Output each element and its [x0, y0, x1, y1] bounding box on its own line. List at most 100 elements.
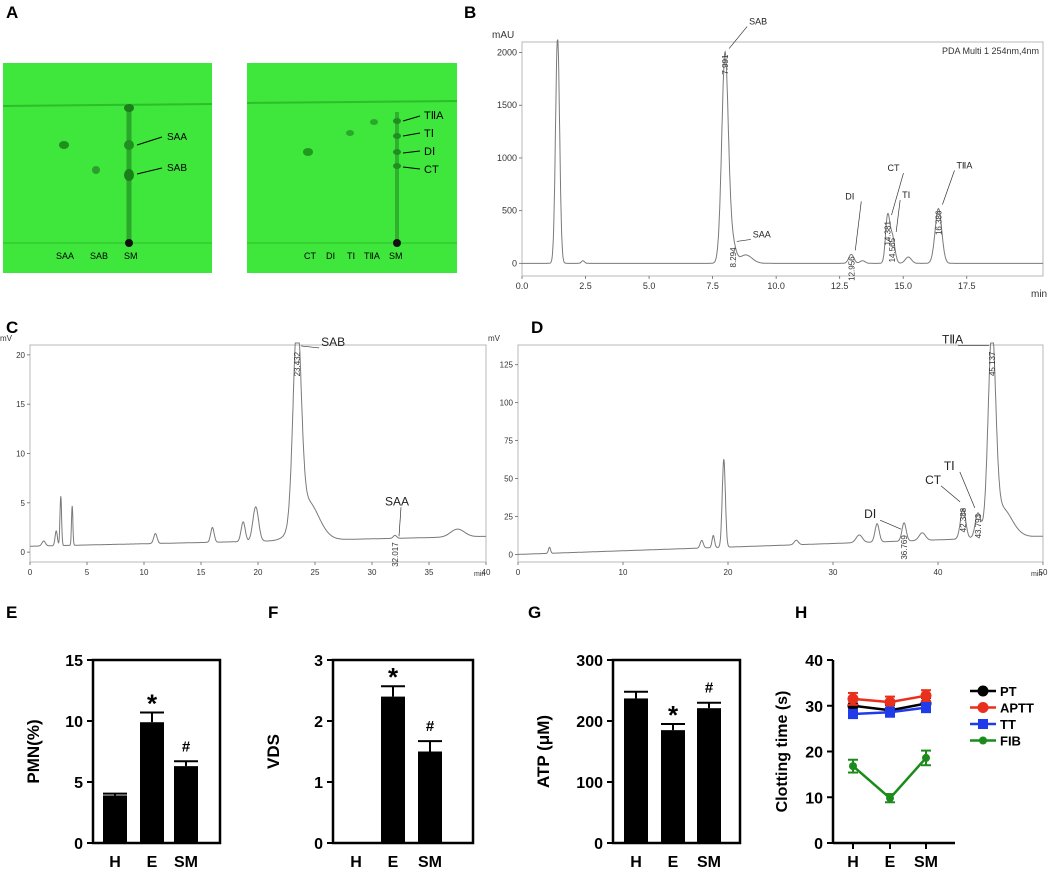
lane-label: TⅠ: [347, 251, 355, 261]
bar: [174, 766, 198, 843]
panel-label-h: H: [795, 603, 808, 622]
significance-star: *: [147, 688, 158, 718]
tlc-spot: [303, 148, 313, 156]
bar: [624, 698, 648, 843]
chromatogram-trace: [30, 342, 486, 547]
peak-retention-time: 7.991: [721, 54, 730, 75]
y-axis-title: Clotting time (s): [774, 691, 791, 813]
peak-retention-time: 14.565: [888, 237, 897, 262]
tlc-spot: [59, 141, 69, 149]
x-axis-title: min: [474, 571, 485, 578]
y-tick-label: 300: [576, 653, 603, 670]
y-tick-label: 500: [502, 206, 517, 216]
spot-label-sab: SAB: [167, 163, 187, 174]
legend-marker: [977, 702, 989, 713]
y-tick-label: 3: [314, 653, 323, 670]
bar: [381, 696, 405, 843]
bar-chart-pmn: 0 5 10 15 PMN(%) H E * SM #: [24, 653, 222, 871]
y-tick-label: 0: [21, 548, 26, 557]
x-tick-label: E: [668, 854, 679, 871]
panel-label-c: C: [6, 318, 19, 337]
data-point: [848, 708, 858, 719]
spot-label: TⅡA: [424, 110, 444, 122]
y-tick-label: 30: [805, 699, 823, 716]
lane-label: CT: [304, 251, 316, 261]
solvent-front-right: [246, 100, 458, 104]
y-tick-label: 10: [805, 790, 823, 807]
peak-leader-line: [301, 345, 320, 349]
lane-label: DⅠ: [326, 251, 335, 261]
data-point: [849, 762, 857, 771]
y-tick-label: 1: [314, 775, 323, 792]
tlc-spot: [393, 133, 401, 139]
bar: [661, 730, 685, 843]
bar: [418, 751, 442, 843]
x-tick-label: H: [109, 854, 121, 871]
bar: [103, 795, 127, 843]
peak-name-label: CT: [925, 473, 942, 487]
x-tick-label: 0: [28, 568, 33, 577]
callout-line: [136, 167, 163, 175]
peak-name-label: SAA: [385, 494, 409, 508]
significance-star: *: [668, 700, 679, 730]
significance-hash: #: [705, 680, 714, 697]
peak-leader-line: [891, 172, 904, 216]
y-tick-label: 125: [500, 361, 514, 370]
x-tick-label: 40: [482, 568, 491, 577]
y-tick-label: 5: [21, 499, 26, 508]
x-tick-label: 12.5: [831, 281, 849, 291]
callout-line: [402, 115, 421, 122]
x-tick-label: 25: [311, 568, 320, 577]
panel-label-e: E: [6, 603, 18, 622]
x-tick-label: 2.5: [579, 281, 592, 291]
legend-label-aptt: APTT: [1000, 701, 1034, 716]
peak-name-label: SAB: [749, 17, 767, 27]
chromatogram-trace: [518, 342, 1043, 555]
spot-label: TⅠ: [424, 128, 434, 140]
data-point: [922, 753, 930, 762]
data-point: [847, 693, 859, 705]
solvent-front-left: [2, 103, 213, 107]
tlc-spot: [393, 239, 401, 247]
spot-label: CT: [424, 164, 439, 176]
y-tick-label: 5: [74, 775, 83, 792]
peak-leader-line: [736, 239, 751, 242]
y-tick-label: 0: [594, 836, 603, 853]
significance-star: *: [388, 662, 399, 692]
tlc-spot: [393, 118, 401, 124]
chromatogram-b: 0 500 1000 1500 2000 0.0 2.5 5.0 7.5 10.0 12.5 15.0…: [492, 17, 1047, 300]
tlc-spot: [124, 140, 134, 150]
y-tick-label: 15: [65, 653, 83, 670]
x-tick-label: 30: [368, 568, 377, 577]
chromatogram-trace: [522, 39, 1043, 264]
x-tick-label: 15: [197, 568, 206, 577]
callout-line: [402, 166, 421, 170]
peak-name-label: TⅡA: [942, 333, 963, 347]
x-tick-label: SM: [914, 854, 938, 871]
tlc-spot: [346, 130, 354, 136]
x-tick-label: 20: [254, 568, 263, 577]
peak-leader-line: [940, 485, 961, 503]
x-tick-label: 35: [425, 568, 434, 577]
x-tick-label: 7.5: [706, 281, 719, 291]
lane-label: SM: [389, 251, 403, 261]
significance-hash: #: [182, 738, 191, 755]
peak-name-label: DⅠ: [845, 191, 854, 201]
peak-retention-time: 16.386: [934, 210, 943, 235]
y-tick-label: 50: [504, 475, 513, 484]
x-tick-label: 5.0: [643, 281, 656, 291]
data-point: [921, 702, 931, 713]
x-tick-label: SM: [174, 854, 198, 871]
legend-marker: [979, 736, 987, 745]
y-tick-label: 15: [16, 400, 25, 409]
tlc-plate-left: [3, 63, 212, 273]
peak-retention-time: 14.381: [883, 221, 892, 246]
data-point: [884, 696, 896, 708]
tlc-spot: [393, 163, 401, 169]
x-tick-label: 20: [724, 568, 733, 577]
legend-label-pt: PT: [1000, 684, 1017, 699]
legend-label-fib: FIB: [1000, 734, 1021, 749]
data-point: [920, 690, 932, 702]
panel-label-f: F: [268, 603, 279, 622]
peak-name-label: SAB: [321, 335, 345, 349]
